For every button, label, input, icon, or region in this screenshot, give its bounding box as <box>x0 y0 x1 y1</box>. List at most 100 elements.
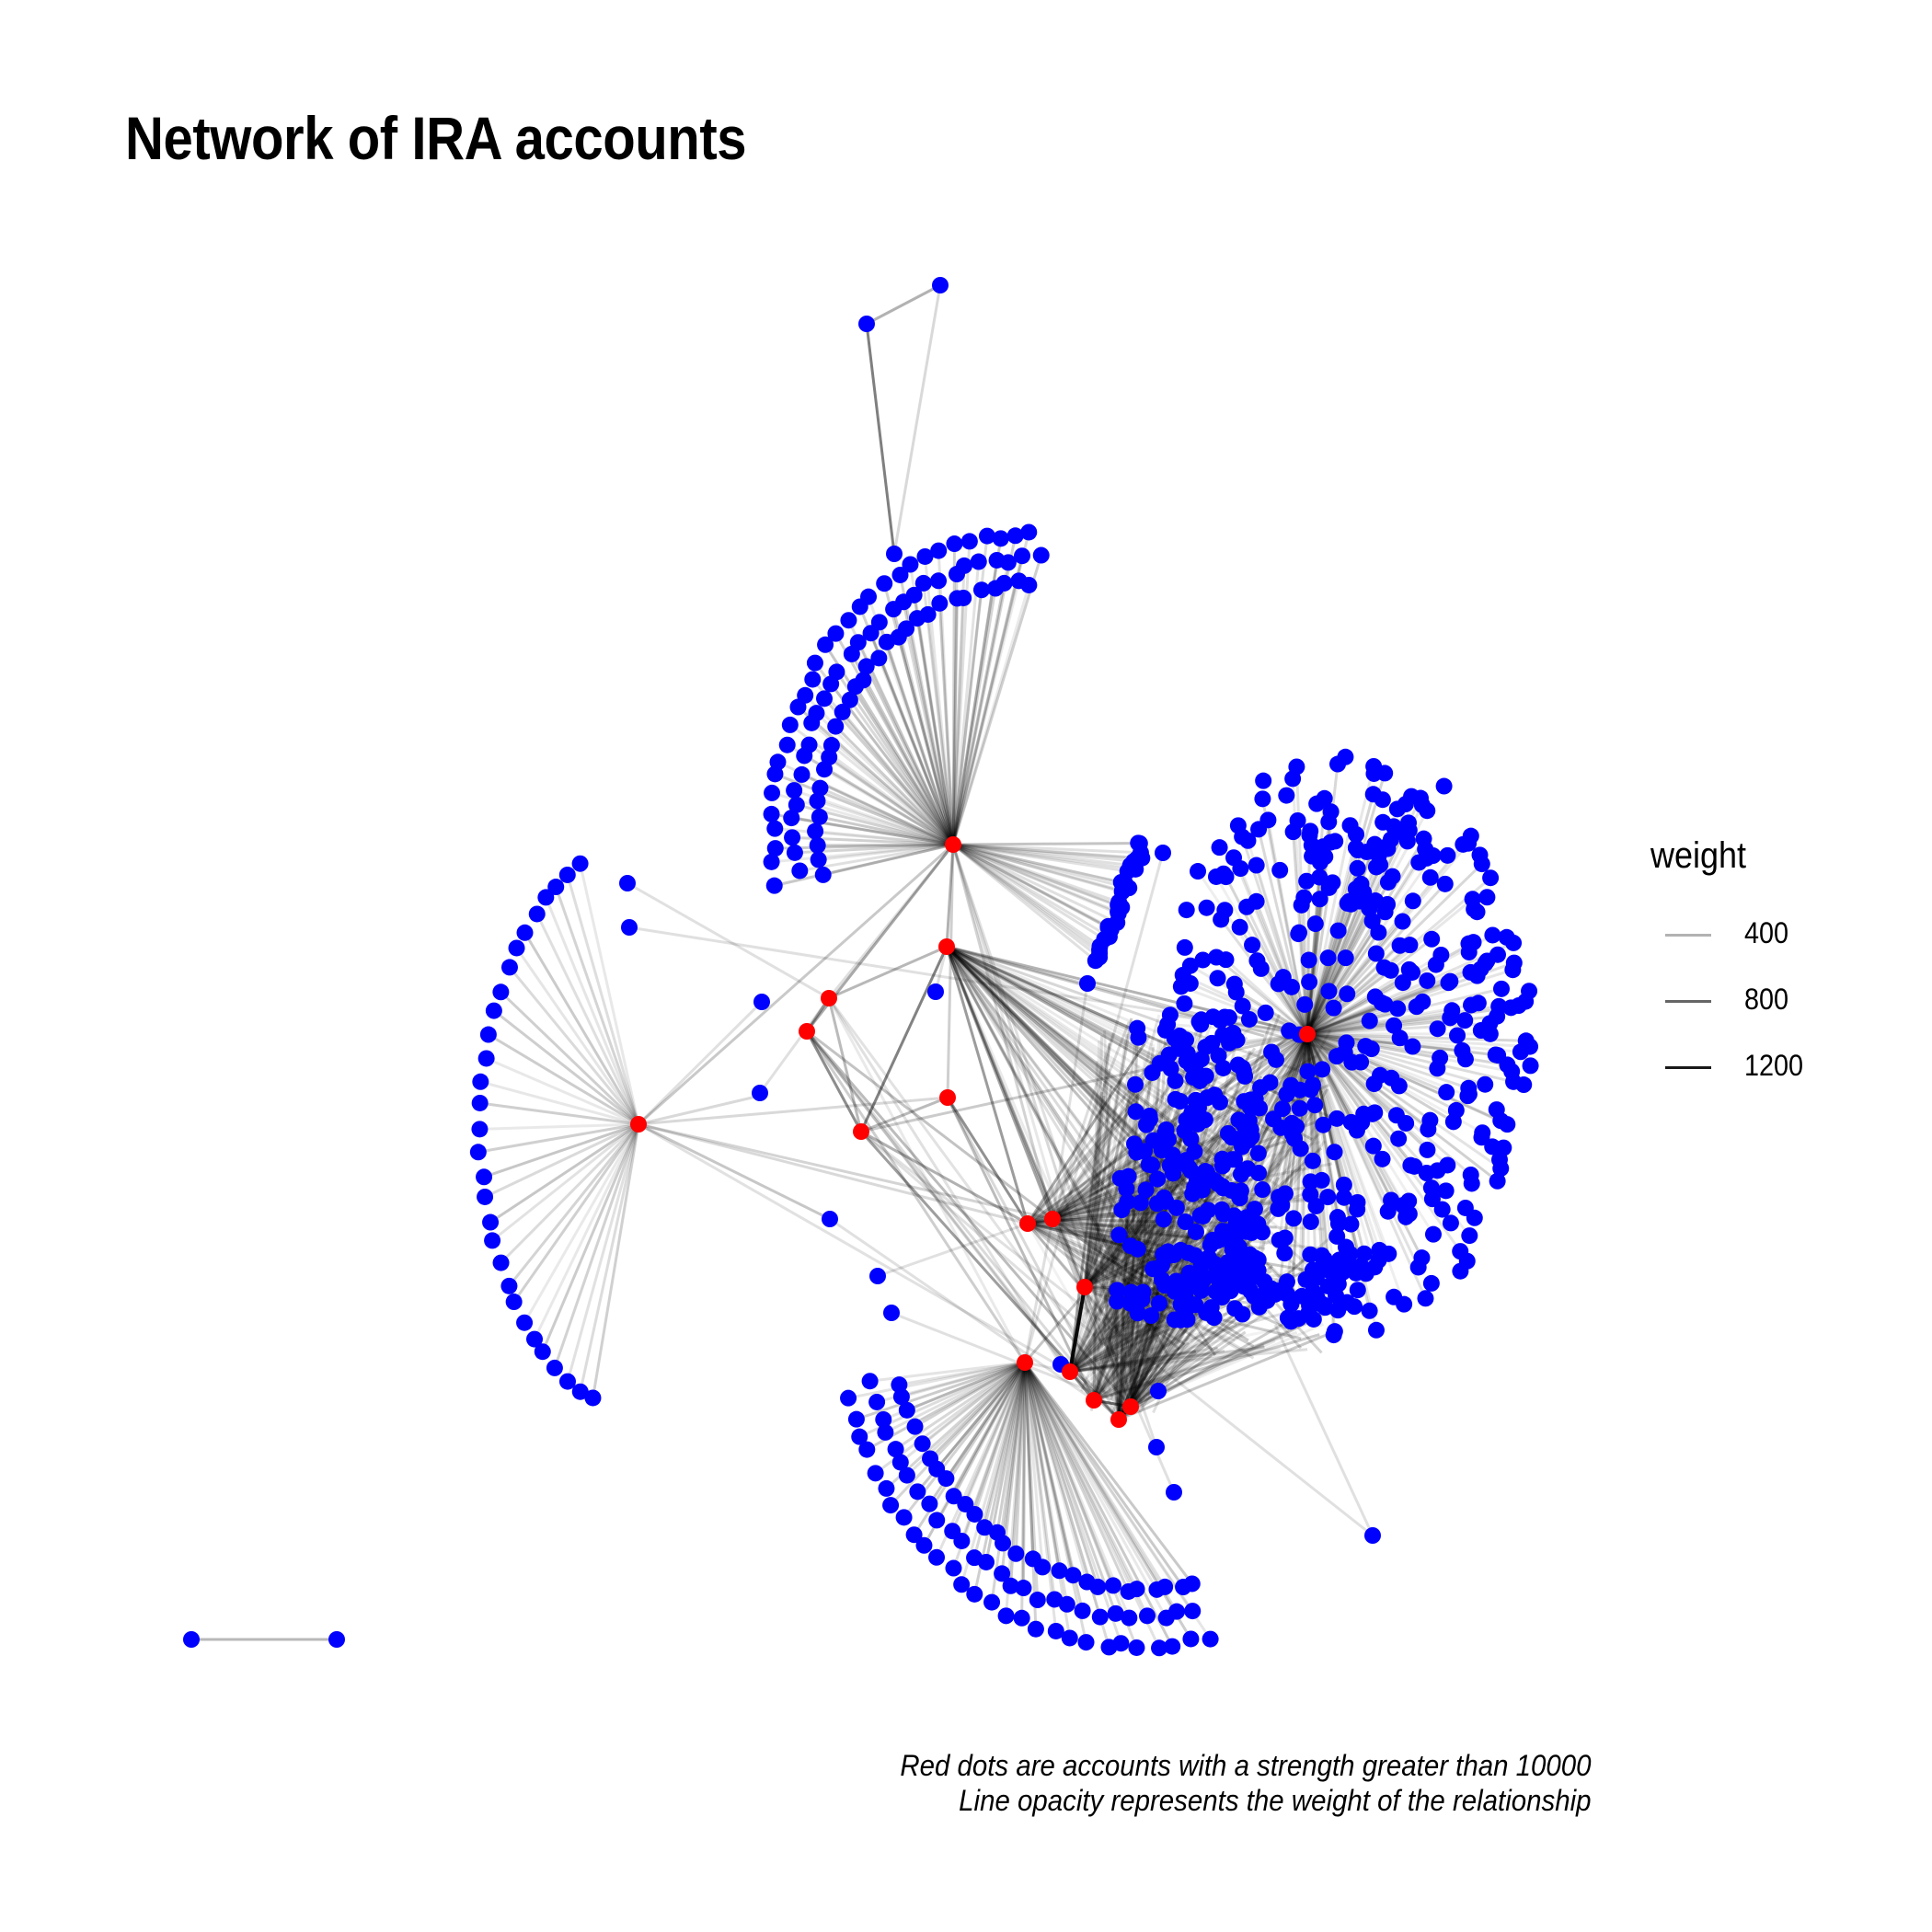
account-node <box>1132 1194 1149 1212</box>
edge <box>952 842 1140 846</box>
account-node <box>1326 1144 1343 1161</box>
account-node <box>1024 1550 1041 1568</box>
account-node <box>1190 863 1207 880</box>
edge <box>877 1222 1029 1278</box>
account-node <box>1248 857 1265 874</box>
account-node <box>1046 1591 1064 1608</box>
edge <box>806 1029 1053 1221</box>
account-node <box>1153 1257 1170 1274</box>
edge <box>1117 1222 1130 1420</box>
account-node <box>584 1389 602 1407</box>
account-node <box>1013 547 1030 565</box>
edge <box>1068 1286 1087 1373</box>
account-node <box>809 836 826 854</box>
caption: Red dots are accounts with a strength gr… <box>901 1748 1592 1818</box>
account-node <box>1439 1156 1456 1174</box>
account-node <box>1164 1638 1181 1655</box>
account-node <box>766 840 784 857</box>
edge <box>1215 1033 1309 1242</box>
edge <box>786 743 954 846</box>
edge <box>847 619 955 845</box>
edge <box>1052 1217 1105 1229</box>
edge <box>1115 1220 1187 1292</box>
edge <box>1137 1017 1231 1390</box>
account-node <box>1127 1103 1144 1121</box>
edge <box>814 830 954 846</box>
edge <box>1289 1033 1309 1322</box>
account-node <box>1211 839 1228 857</box>
account-node <box>1230 1111 1248 1129</box>
account-node <box>1498 928 1515 946</box>
account-node <box>1200 1202 1217 1219</box>
edge <box>857 641 955 845</box>
account-node <box>1449 1027 1466 1044</box>
high-strength-account-node <box>853 1123 869 1140</box>
account-node <box>887 1441 904 1458</box>
edge <box>1068 1020 1159 1373</box>
account-node <box>1161 1006 1179 1024</box>
account-node <box>956 557 973 574</box>
account-node <box>1305 1310 1322 1328</box>
account-node <box>1091 949 1109 966</box>
account-node <box>1265 1110 1282 1128</box>
edge <box>484 1122 639 1199</box>
edge <box>946 1097 1096 1401</box>
account-node <box>1335 1176 1352 1193</box>
account-node <box>847 1410 865 1428</box>
edge <box>952 843 1118 925</box>
edge <box>1219 918 1309 1035</box>
account-node <box>1367 945 1385 962</box>
edge <box>1083 1033 1129 1288</box>
account-node <box>1301 973 1318 991</box>
edge <box>1102 1116 1194 1243</box>
edge <box>951 844 1158 1448</box>
account-node <box>1199 1164 1216 1181</box>
edge <box>1306 1032 1432 1121</box>
account-node <box>1148 1439 1165 1455</box>
account-node <box>858 1441 876 1458</box>
account-node <box>1299 1063 1317 1080</box>
account-node <box>1166 1484 1182 1501</box>
edge <box>936 1362 1027 1470</box>
edge <box>945 844 955 948</box>
account-node <box>763 805 780 822</box>
account-node <box>1100 1639 1118 1656</box>
account-node <box>1339 894 1356 912</box>
edge <box>774 772 954 846</box>
edge <box>828 945 948 1000</box>
account-node <box>1126 1135 1144 1153</box>
account-node <box>1319 1189 1337 1206</box>
edge <box>1235 1033 1309 1236</box>
edge <box>1306 1016 1451 1036</box>
account-node <box>1463 1175 1480 1192</box>
account-node <box>1365 765 1383 782</box>
account-node <box>1176 938 1193 956</box>
account-node <box>841 691 858 708</box>
account-node <box>1171 1093 1189 1110</box>
account-node <box>1246 1201 1263 1218</box>
edge <box>946 1097 1121 1420</box>
edge <box>1083 1018 1133 1288</box>
edge <box>951 561 981 845</box>
edge <box>946 1097 1029 1225</box>
edge <box>827 997 863 1133</box>
edge <box>1052 1187 1133 1221</box>
edge <box>854 685 955 845</box>
account-node <box>811 779 829 797</box>
edge <box>1027 1213 1123 1225</box>
edge <box>1051 1117 1133 1220</box>
account-node <box>905 586 923 604</box>
edge <box>952 843 1122 884</box>
edge <box>1123 1163 1185 1355</box>
account-node <box>1437 1182 1455 1200</box>
account-node <box>970 553 987 570</box>
edge <box>897 637 955 845</box>
account-node <box>810 851 827 868</box>
edge <box>1093 1347 1219 1402</box>
edge <box>952 843 1120 915</box>
edge <box>1305 847 1358 1035</box>
edge <box>1023 1362 1158 1591</box>
edge <box>1027 1092 1211 1225</box>
account-node <box>1400 1205 1418 1223</box>
edge <box>1069 1310 1291 1374</box>
